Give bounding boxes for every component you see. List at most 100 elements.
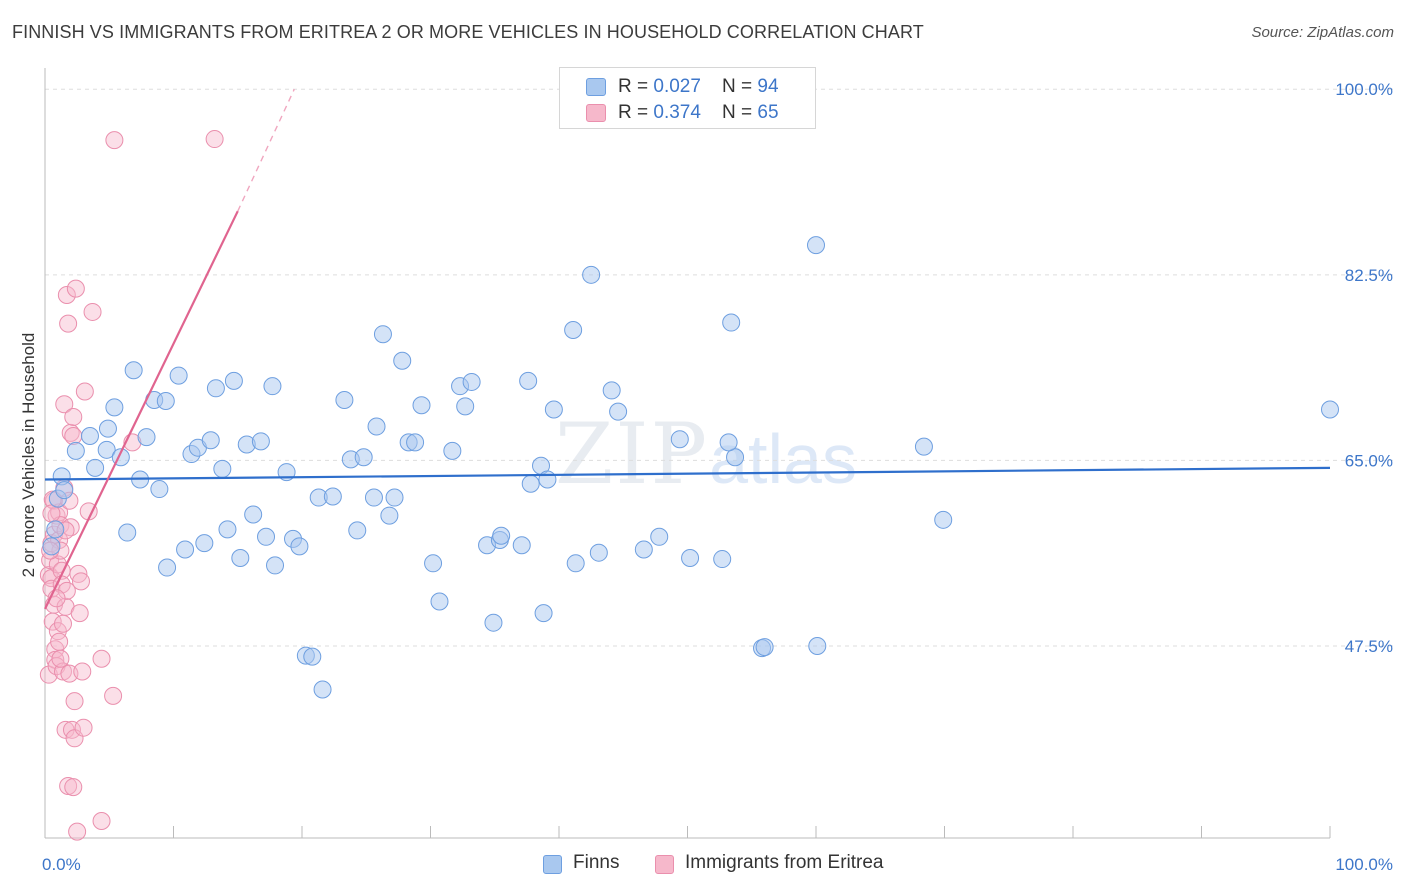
finns-point bbox=[42, 537, 61, 556]
eritrea-point bbox=[205, 130, 224, 149]
finns-point bbox=[348, 521, 367, 540]
finns-point bbox=[303, 647, 322, 666]
legend-row-finns-text: R = 0.027 N = 94 bbox=[618, 76, 779, 98]
eritrea-point bbox=[64, 778, 83, 797]
eritrea-point bbox=[105, 131, 124, 150]
finns-point bbox=[589, 543, 608, 562]
finns-point bbox=[492, 526, 511, 545]
r-label: R = bbox=[618, 76, 654, 97]
r-value-finns: 0.027 bbox=[653, 76, 701, 97]
finns-point bbox=[807, 236, 825, 255]
eritrea-point bbox=[74, 718, 93, 737]
finns-point bbox=[719, 433, 738, 452]
finns-point bbox=[582, 265, 601, 284]
eritrea-point bbox=[65, 729, 84, 748]
finns-point bbox=[634, 540, 653, 559]
y-axis-title: 2 or more Vehicles in Household bbox=[19, 333, 38, 578]
finns-point bbox=[544, 400, 563, 419]
watermark-main: ZIP bbox=[555, 405, 710, 503]
finns-point bbox=[650, 527, 669, 546]
y-tick-label: 65.0% bbox=[1345, 451, 1393, 470]
n-label: N = bbox=[722, 102, 758, 123]
finns-point bbox=[1321, 400, 1339, 419]
eritrea-point bbox=[66, 279, 85, 298]
finns-point bbox=[290, 537, 309, 556]
finns-point bbox=[266, 556, 285, 575]
finns-point bbox=[393, 351, 412, 370]
finns-point bbox=[914, 437, 933, 456]
finns-point bbox=[335, 390, 354, 409]
eritrea-point bbox=[92, 812, 111, 831]
eritrea-point bbox=[70, 604, 89, 623]
finns-point bbox=[97, 440, 116, 459]
eritrea-point bbox=[57, 581, 76, 600]
eritrea-point bbox=[61, 423, 80, 442]
finns-point bbox=[124, 361, 143, 380]
finns-point bbox=[158, 558, 177, 577]
finns-point bbox=[521, 474, 540, 493]
eritrea-point bbox=[64, 427, 83, 446]
finns-point bbox=[564, 320, 583, 339]
finns-point bbox=[263, 377, 282, 396]
eritrea-point bbox=[50, 632, 69, 651]
finns-point bbox=[86, 458, 105, 477]
eritrea-point bbox=[71, 572, 90, 591]
finns-point bbox=[512, 536, 531, 555]
finns-point bbox=[373, 325, 392, 344]
axis-labels: 100.0% 82.5% 65.0% 47.5% 0.0% 100.0% 2 or more… bbox=[19, 80, 1393, 874]
finns-point bbox=[231, 549, 250, 567]
eritrea-points bbox=[39, 130, 224, 841]
finns-point bbox=[201, 431, 220, 450]
finns-point bbox=[55, 481, 74, 500]
finns-point bbox=[354, 448, 373, 467]
eritrea-point bbox=[104, 686, 123, 705]
eritrea-point bbox=[65, 692, 84, 711]
eritrea-point bbox=[64, 407, 83, 426]
finns-point bbox=[462, 372, 481, 391]
finns-point bbox=[412, 396, 431, 415]
finns-point bbox=[681, 549, 700, 567]
finns-point bbox=[46, 520, 65, 539]
finns-point bbox=[150, 480, 169, 499]
finns-point bbox=[364, 488, 383, 507]
finns-point bbox=[456, 397, 475, 416]
finns-legend-swatch bbox=[543, 855, 562, 874]
eritrea-point bbox=[68, 822, 87, 841]
axes bbox=[44, 68, 1331, 839]
finns-point bbox=[538, 470, 557, 489]
finns-point bbox=[609, 402, 628, 421]
eritrea-point bbox=[73, 662, 92, 681]
eritrea-trend-extension bbox=[237, 88, 295, 212]
finns-point bbox=[313, 680, 332, 699]
trend-lines bbox=[44, 88, 1331, 610]
eritrea-legend-swatch bbox=[655, 855, 674, 874]
finns-point bbox=[430, 592, 449, 611]
finns-point bbox=[195, 534, 214, 553]
finns-point bbox=[169, 366, 188, 385]
eritrea-point bbox=[59, 777, 78, 796]
finns-point bbox=[367, 417, 386, 436]
n-label: N = bbox=[722, 76, 758, 97]
finns-point bbox=[156, 392, 175, 411]
legend-label-finns: Finns bbox=[573, 852, 620, 873]
finns-points bbox=[42, 236, 1339, 699]
finns-point bbox=[98, 419, 117, 438]
eritrea-point bbox=[53, 614, 72, 633]
eritrea-point bbox=[51, 649, 70, 668]
finns-point bbox=[385, 488, 404, 507]
watermark: ZIPatlas bbox=[555, 405, 857, 503]
finns-point bbox=[755, 638, 774, 657]
eritrea-point bbox=[59, 314, 78, 333]
y-tick-label: 100.0% bbox=[1335, 80, 1393, 99]
eritrea-swatch bbox=[586, 104, 606, 122]
r-value-eritrea: 0.374 bbox=[653, 102, 701, 123]
legend-label-eritrea: Immigrants from Eritrea bbox=[685, 852, 884, 873]
finns-point bbox=[213, 459, 232, 478]
eritrea-trend-line bbox=[44, 210, 239, 610]
finns-point bbox=[137, 428, 156, 447]
finns-point bbox=[206, 379, 225, 398]
finns-point bbox=[406, 433, 425, 452]
eritrea-point bbox=[55, 395, 74, 414]
y-tick-label: 47.5% bbox=[1345, 637, 1393, 656]
